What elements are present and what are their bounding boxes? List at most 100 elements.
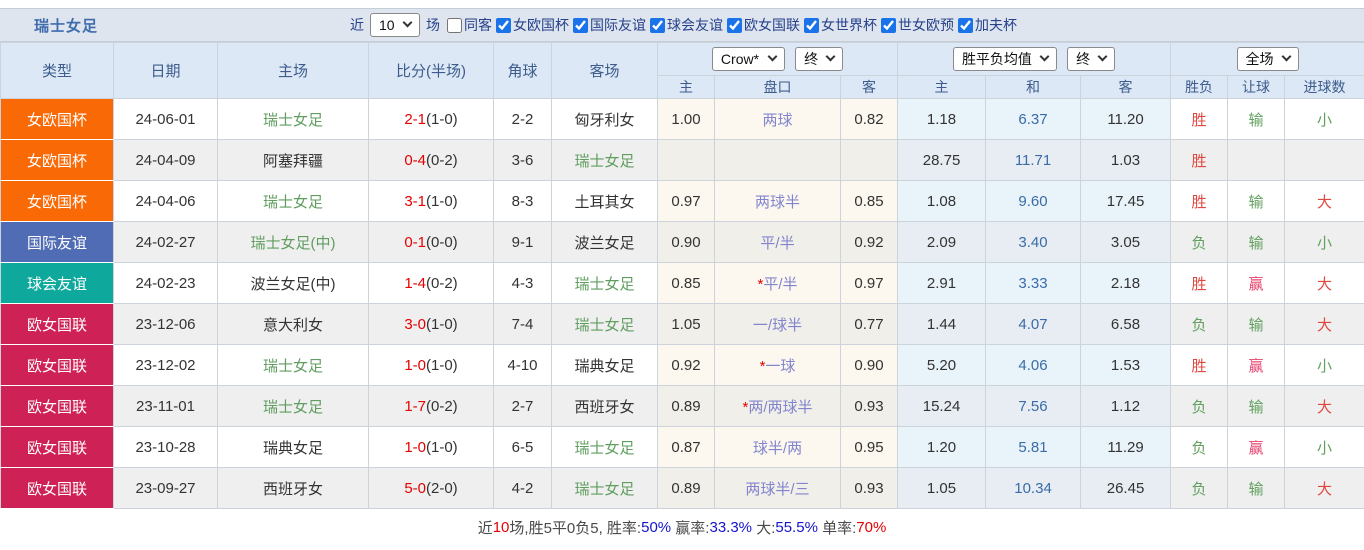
result-handicap: 输 — [1227, 98, 1286, 140]
result-goals: 大 — [1284, 303, 1364, 345]
col-header-type: 类型 — [0, 42, 114, 99]
company-home-odds: 1.00 — [657, 98, 715, 140]
average-draw-odds: 4.06 — [985, 344, 1082, 386]
odds-average-header: 胜平负均值 终 — [897, 42, 1172, 76]
sub-header-result-goals: 进球数 — [1284, 75, 1364, 99]
result-handicap: 输 — [1227, 303, 1286, 345]
result-scope-select[interactable]: 全场 — [1237, 48, 1298, 70]
odds-average-select[interactable]: 胜平负均值 — [953, 48, 1056, 70]
match-date: 23-10-28 — [113, 426, 218, 468]
match-score: 2-1(1-0) — [368, 98, 494, 140]
result-scope-select-wrap: 全场 — [1236, 47, 1299, 71]
competition-filter[interactable]: 加夫杯 — [954, 15, 1017, 35]
filter-bar: 瑞士女足 近 10 场 同客 女欧国杯 国际友谊 球会友谊 欧女国联 女世界杯 世女欧预 加… — [0, 8, 1364, 42]
average-away-odds: 26.45 — [1080, 467, 1172, 509]
home-team: 瑞士女足 — [217, 385, 369, 427]
corner-count: 8-3 — [493, 180, 552, 222]
home-team: 瑞典女足 — [217, 426, 369, 468]
company-home-odds: 0.89 — [657, 385, 715, 427]
away-team: 瑞士女足 — [551, 303, 658, 345]
competition-filter[interactable]: 欧女国联 — [723, 15, 800, 35]
match-score: 0-1(0-0) — [368, 221, 494, 263]
company-home-odds: 0.85 — [657, 262, 715, 304]
company-home-odds: 0.92 — [657, 344, 715, 386]
competition-checkbox[interactable] — [881, 17, 896, 33]
competition-filter[interactable]: 国际友谊 — [569, 15, 646, 35]
match-date: 24-02-23 — [113, 262, 218, 304]
match-score: 1-0(1-0) — [368, 426, 494, 468]
handicap-line: 球半/两 — [714, 426, 841, 468]
competition-filter[interactable]: 球会友谊 — [646, 15, 723, 35]
odds-company-time-select[interactable]: 终 — [796, 48, 843, 70]
average-away-odds: 1.53 — [1080, 344, 1172, 386]
result-win-draw-loss: 负 — [1170, 467, 1229, 509]
handicap-line: 两球半/三 — [714, 467, 841, 509]
match-date: 24-04-09 — [113, 139, 218, 181]
match-table-body: 女欧国杯 24-06-01 瑞士女足 2-1(1-0) 2-2 匈牙利女 1.00 两球 0.8… — [0, 98, 1364, 509]
away-team: 瑞士女足 — [551, 139, 658, 181]
result-goals: 大 — [1284, 385, 1364, 427]
competition-type-badge: 欧女国联 — [0, 426, 114, 468]
match-score: 5-0(2-0) — [368, 467, 494, 509]
average-away-odds: 6.58 — [1080, 303, 1172, 345]
corner-count: 6-5 — [493, 426, 552, 468]
company-home-odds — [657, 139, 715, 181]
match-date: 24-04-06 — [113, 180, 218, 222]
away-team: 瑞典女足 — [551, 344, 658, 386]
corner-count: 2-2 — [493, 98, 552, 140]
result-win-draw-loss: 胜 — [1170, 139, 1229, 181]
competition-checkbox[interactable] — [958, 17, 973, 33]
average-draw-odds: 7.56 — [985, 385, 1082, 427]
competition-checkbox[interactable] — [496, 17, 511, 33]
match-date: 23-11-01 — [113, 385, 218, 427]
average-away-odds: 3.05 — [1080, 221, 1172, 263]
odds-company-select[interactable]: Crow* — [712, 48, 784, 70]
odds-average-time-select[interactable]: 终 — [1068, 48, 1115, 70]
result-win-draw-loss: 胜 — [1170, 180, 1229, 222]
competition-checkbox[interactable] — [573, 17, 588, 33]
average-draw-odds: 9.60 — [985, 180, 1082, 222]
handicap-line: 平/半 — [714, 221, 841, 263]
competition-filter[interactable]: 女欧国杯 — [492, 15, 569, 35]
competition-type-badge: 女欧国杯 — [0, 98, 114, 140]
average-away-odds: 1.12 — [1080, 385, 1172, 427]
filter-controls: 近 10 场 同客 女欧国杯 国际友谊 球会友谊 欧女国联 女世界杯 世女欧预 加夫杯 — [347, 13, 1017, 37]
match-score: 3-0(1-0) — [368, 303, 494, 345]
match-date: 24-02-27 — [113, 221, 218, 263]
same-opponent-checkbox[interactable] — [447, 17, 462, 33]
recent-count-select[interactable]: 10 — [371, 14, 419, 36]
average-away-odds: 17.45 — [1080, 180, 1172, 222]
competition-checkbox[interactable] — [804, 17, 819, 33]
result-handicap: 赢 — [1227, 426, 1286, 468]
away-team: 土耳其女 — [551, 180, 658, 222]
company-away-odds: 0.92 — [839, 221, 899, 263]
summary-segment: 70% — [856, 519, 887, 536]
average-draw-odds: 6.37 — [985, 98, 1082, 140]
average-home-odds: 5.20 — [897, 344, 987, 386]
competition-label: 欧女国联 — [744, 17, 800, 33]
competition-filter[interactable]: 世女欧预 — [877, 15, 954, 35]
average-home-odds: 1.05 — [897, 467, 987, 509]
home-team: 瑞士女足 — [217, 344, 369, 386]
sub-header-handicap: 盘口 — [714, 75, 841, 99]
match-date: 23-12-02 — [113, 344, 218, 386]
summary-segment: 单率: — [817, 520, 857, 537]
competition-type-badge: 欧女国联 — [0, 385, 114, 427]
result-handicap: 输 — [1227, 385, 1286, 427]
sub-header-avg-away: 客 — [1080, 75, 1172, 99]
summary-segment: 大: — [752, 520, 776, 537]
result-goals: 大 — [1284, 262, 1364, 304]
sub-header-avg-draw: 和 — [985, 75, 1082, 99]
home-team: 瑞士女足 — [217, 98, 369, 140]
average-draw-odds: 4.07 — [985, 303, 1082, 345]
result-handicap: 输 — [1227, 180, 1286, 222]
competition-filter[interactable]: 女世界杯 — [800, 15, 877, 35]
competition-checkbox[interactable] — [727, 17, 742, 33]
result-scope-header: 全场 — [1170, 42, 1364, 76]
col-header-corners: 角球 — [493, 42, 552, 99]
same-opponent-toggle[interactable]: 同客 — [443, 15, 492, 35]
competition-type-badge: 欧女国联 — [0, 303, 114, 345]
average-home-odds: 1.08 — [897, 180, 987, 222]
match-score: 1-4(0-2) — [368, 262, 494, 304]
competition-checkbox[interactable] — [650, 17, 665, 33]
